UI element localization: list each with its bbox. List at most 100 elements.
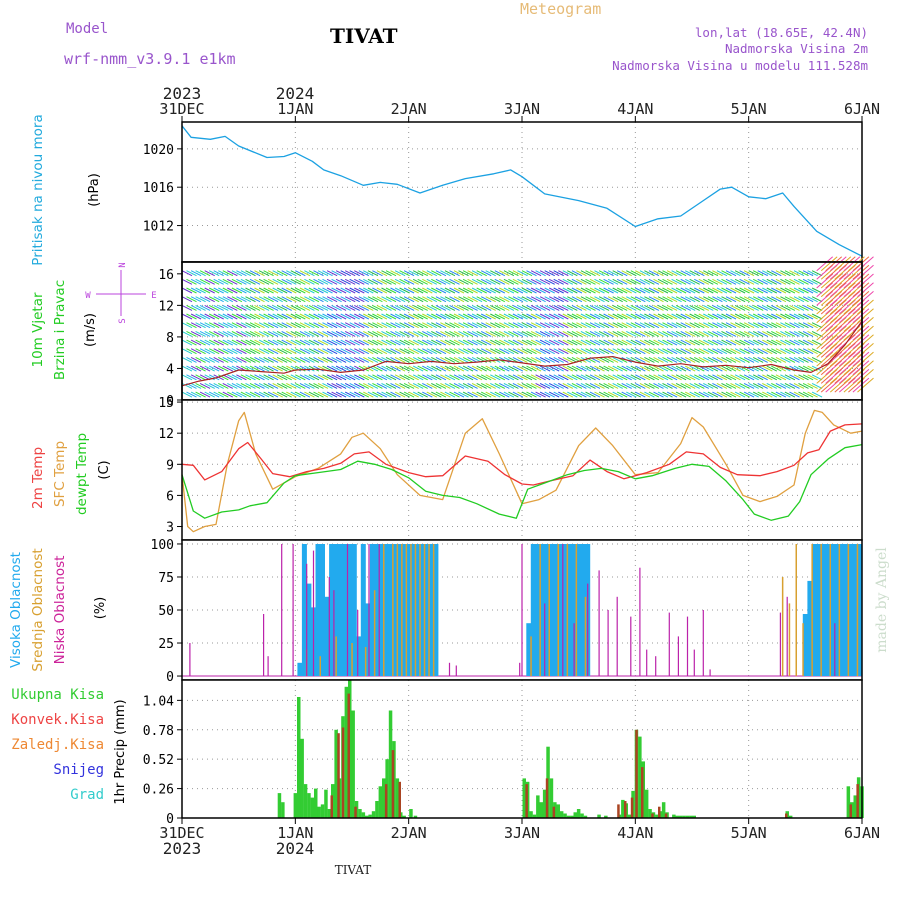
wind-barb bbox=[635, 330, 646, 337]
wind-barb bbox=[290, 382, 302, 389]
wind-barb bbox=[766, 270, 778, 277]
low-cloud-bar bbox=[834, 623, 836, 676]
wind-barb bbox=[290, 330, 302, 337]
wind-barb bbox=[326, 382, 338, 389]
wind-barb bbox=[390, 348, 401, 355]
wind-barb bbox=[535, 356, 546, 363]
wind-barb bbox=[494, 313, 506, 320]
wind-barb bbox=[399, 296, 410, 303]
wind-barb bbox=[530, 278, 542, 285]
wind-barb bbox=[385, 322, 397, 329]
wind-barb bbox=[322, 374, 333, 381]
wind-barb bbox=[798, 382, 809, 389]
t2m-line bbox=[181, 423, 863, 486]
wind-barb bbox=[521, 304, 533, 311]
wind-barb bbox=[730, 287, 741, 294]
total-precip-bar bbox=[597, 814, 601, 818]
wind-barb bbox=[771, 356, 782, 363]
wind-barb bbox=[730, 365, 741, 372]
wind-barb bbox=[204, 339, 215, 346]
wind-barb bbox=[385, 287, 397, 294]
wind-barb bbox=[739, 296, 750, 303]
wind-barb bbox=[766, 313, 778, 320]
wind-barb bbox=[585, 391, 596, 398]
wind-barb bbox=[499, 313, 510, 320]
wind-barb bbox=[635, 391, 646, 398]
wind-barb bbox=[290, 356, 302, 363]
wind-barb bbox=[829, 273, 847, 289]
wind-barb bbox=[308, 382, 320, 389]
wind-barb bbox=[417, 365, 428, 372]
wind-barb bbox=[394, 365, 406, 372]
total-precip-bar bbox=[358, 809, 362, 818]
wind-barb bbox=[480, 382, 492, 389]
temp-title-1: 2m Temp bbox=[30, 447, 46, 509]
wind-barb bbox=[471, 278, 483, 285]
wind-barb bbox=[675, 287, 687, 294]
wind-barb bbox=[267, 374, 279, 381]
wind-barb bbox=[326, 287, 338, 294]
wind-barb bbox=[743, 304, 755, 311]
wind-barb bbox=[322, 330, 333, 337]
wind-barb bbox=[276, 382, 288, 389]
wind-barb bbox=[499, 296, 510, 303]
wind-barb bbox=[222, 365, 234, 372]
wind-barb bbox=[367, 270, 379, 277]
wind-barb bbox=[462, 382, 474, 389]
wind-barb bbox=[766, 374, 778, 381]
mid-cloud-bar bbox=[820, 544, 822, 677]
wind-barb bbox=[671, 322, 682, 329]
wind-barb bbox=[616, 304, 628, 311]
wind-barb bbox=[684, 391, 696, 398]
wind-barb bbox=[671, 365, 682, 372]
high-cloud-bar bbox=[530, 544, 536, 677]
wind-barb bbox=[186, 330, 197, 337]
wind-barb bbox=[245, 382, 256, 389]
wind-barb bbox=[263, 330, 274, 337]
wind-barb bbox=[295, 270, 306, 277]
bottom-day-label: 4JAN bbox=[617, 824, 653, 842]
wind-barb bbox=[308, 391, 320, 398]
wind-barb bbox=[680, 296, 691, 303]
wind-barb bbox=[490, 391, 501, 398]
wind-barb bbox=[852, 299, 870, 315]
wind-barb bbox=[399, 270, 410, 277]
wind-barb bbox=[675, 313, 687, 320]
wind-barb bbox=[354, 348, 365, 355]
wind-barb bbox=[580, 365, 592, 372]
wind-barb bbox=[789, 382, 800, 389]
wind-barb bbox=[653, 313, 664, 320]
wind-barb bbox=[743, 391, 755, 398]
high-cloud-bar bbox=[576, 544, 582, 677]
mid-cloud-bar bbox=[335, 636, 337, 676]
wind-barb bbox=[227, 339, 238, 346]
wind-barb bbox=[471, 330, 483, 337]
high-cloud-bar bbox=[347, 544, 353, 677]
wind-barb bbox=[530, 339, 542, 346]
wind-barb bbox=[440, 304, 451, 311]
wind-barb bbox=[666, 304, 678, 311]
wind-barb bbox=[784, 356, 796, 363]
wind-barb bbox=[694, 296, 705, 303]
total-precip-bar bbox=[303, 784, 308, 818]
wind-barb bbox=[838, 325, 856, 341]
wind-barb bbox=[734, 382, 746, 389]
wind-barb bbox=[539, 287, 551, 294]
wind-barb bbox=[444, 322, 456, 329]
wind-barb bbox=[245, 391, 256, 398]
wind-barb bbox=[431, 348, 442, 355]
wind-barb bbox=[816, 343, 834, 358]
wind-barb bbox=[508, 296, 519, 303]
wind-barb bbox=[240, 287, 252, 294]
wind-barb bbox=[317, 296, 329, 303]
wind-barb bbox=[272, 365, 283, 372]
wind-barb bbox=[363, 270, 374, 277]
wind-barb bbox=[743, 330, 755, 337]
wind-barb bbox=[190, 374, 202, 381]
wind-barb bbox=[802, 278, 814, 285]
wind-barb bbox=[335, 365, 347, 372]
wind-barb bbox=[449, 270, 460, 277]
wind-barb bbox=[553, 330, 564, 337]
wind-barb bbox=[322, 391, 333, 398]
